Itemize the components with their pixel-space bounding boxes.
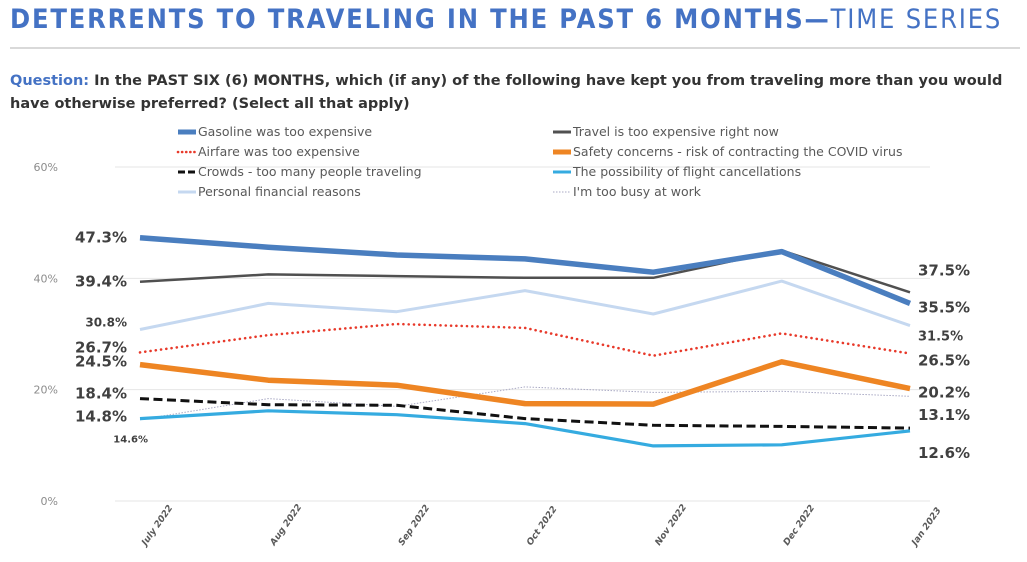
data-label-last: 13.1% <box>918 406 970 424</box>
legend-label: Travel is too expensive right now <box>572 124 779 139</box>
legend-label: Personal financial reasons <box>198 184 361 199</box>
y-tick-label: 40% <box>34 272 58 285</box>
title-main: DETERRENTS TO TRAVELING IN THE PAST 6 MO… <box>10 4 831 35</box>
x-tick-label: Nov 2022 <box>654 503 690 548</box>
data-label-last: 26.5% <box>918 351 970 369</box>
y-tick-label: 20% <box>34 384 58 397</box>
x-axis: July 2022 Aug 2022 Sep 2022 Oct 2022 Nov 202… <box>139 503 944 550</box>
x-tick-label: Aug 2022 <box>268 503 304 549</box>
series-lines <box>138 234 912 448</box>
title-sub: TIME SERIES <box>830 4 1003 35</box>
series-line <box>139 386 911 421</box>
data-label-first: 39.4% <box>75 273 127 291</box>
y-tick-label: 60% <box>34 161 58 174</box>
question-body: In the PAST SIX (6) MONTHS, which (if an… <box>10 73 1003 112</box>
legend-label: Safety concerns - risk of contracting th… <box>573 144 902 159</box>
x-tick-label: July 2022 <box>139 504 175 550</box>
title-divider <box>10 47 1020 49</box>
data-label-last: 31.5% <box>918 330 963 345</box>
series-line <box>139 359 911 407</box>
legend-label: Airfare was too expensive <box>198 144 360 159</box>
data-label-first: 18.4% <box>75 385 127 403</box>
legend-label: I'm too busy at work <box>573 184 702 199</box>
data-label-first: 26.7% <box>75 338 127 356</box>
data-label-first: 30.8% <box>85 316 127 330</box>
series-line <box>139 397 911 430</box>
data-label-last: 12.6% <box>918 444 970 462</box>
data-label-last: 37.5% <box>918 261 970 279</box>
data-labels: 47.3% 35.5% 39.4% 37.5% 26.7% 26.5% 24.5% 20.2%… <box>75 229 970 462</box>
series-line <box>139 279 911 331</box>
series-line <box>139 234 912 306</box>
y-axis: 0% 20% 40% 60% <box>34 161 58 508</box>
data-label-first: 14.8% <box>75 408 127 426</box>
data-label-first: 47.3% <box>75 229 127 247</box>
data-label-first: 24.5% <box>75 353 127 371</box>
y-tick-label: 0% <box>41 495 58 508</box>
data-label-last: 35.5% <box>918 298 970 316</box>
legend-label: The possibility of flight cancellations <box>572 164 801 179</box>
series-line <box>138 322 912 358</box>
data-label-last: 20.2% <box>918 384 970 402</box>
legend-label: Gasoline was too expensive <box>198 124 372 139</box>
page-title: DETERRENTS TO TRAVELING IN THE PAST 6 MO… <box>10 4 1002 35</box>
data-label-first: 14.6% <box>113 435 148 446</box>
x-tick-label: Sep 2022 <box>397 503 432 547</box>
x-tick-label: Jan 2023 <box>909 506 944 549</box>
question-label: Question: <box>10 73 90 89</box>
gridlines <box>115 166 930 502</box>
x-tick-label: Oct 2022 <box>525 505 559 548</box>
x-tick-label: Dec 2022 <box>782 503 817 547</box>
legend: Gasoline was too expensive Travel is too … <box>176 124 902 199</box>
series-line <box>139 409 911 448</box>
legend-label: Crowds - too many people traveling <box>198 164 422 179</box>
question-text: Question: In the PAST SIX (6) MONTHS, wh… <box>10 70 1010 116</box>
